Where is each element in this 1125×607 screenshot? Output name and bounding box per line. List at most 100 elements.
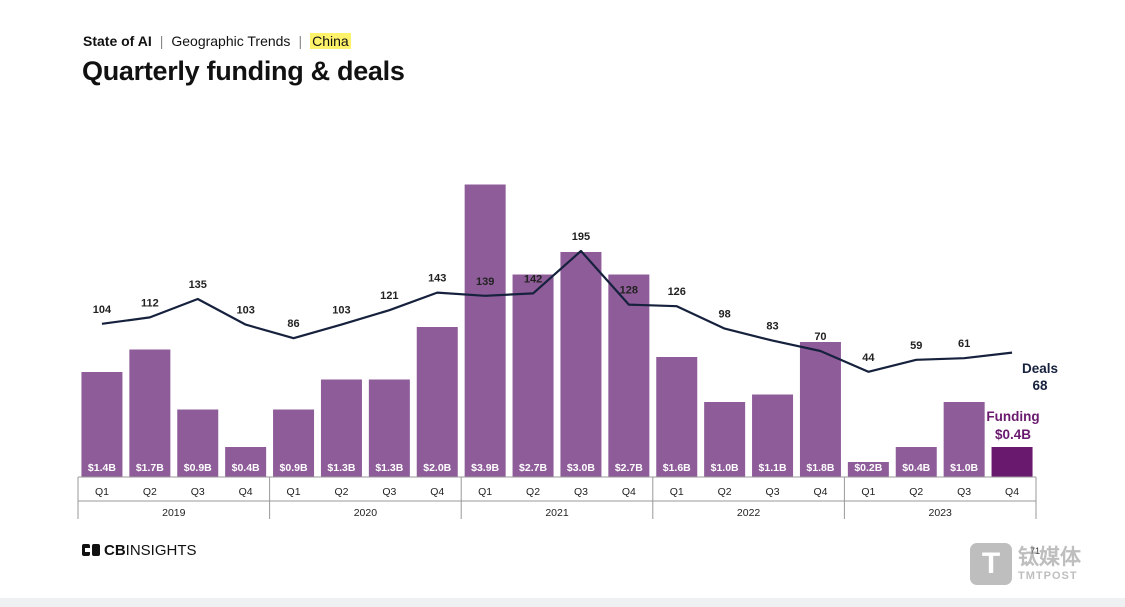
funding-bar xyxy=(81,372,123,477)
funding-bar-label: $1.3B xyxy=(375,462,403,474)
funding-callout-value: $0.4B xyxy=(995,427,1031,442)
quarter-tick-label: Q4 xyxy=(622,486,636,498)
quarter-tick-label: Q1 xyxy=(287,486,301,498)
funding-bar-label: $3.0B xyxy=(567,462,595,474)
page-number: 71 xyxy=(1030,546,1041,556)
deals-point-label: 103 xyxy=(332,305,350,317)
funding-bar xyxy=(416,327,458,477)
deals-point-label: 126 xyxy=(668,286,686,298)
funding-bar xyxy=(895,447,937,477)
deals-point-label: 86 xyxy=(287,318,299,330)
funding-bar xyxy=(943,402,985,477)
funding-bar xyxy=(512,274,554,477)
funding-bar-label: $0.2B xyxy=(854,462,882,474)
deals-point-label: 112 xyxy=(141,297,159,309)
funding-bar-label: $2.7B xyxy=(615,462,643,474)
funding-bar xyxy=(752,394,794,477)
tmtpost-watermark: T 钛媒体 TMTPOST xyxy=(970,543,1081,585)
deals-point-label: 128 xyxy=(620,285,638,297)
funding-bar xyxy=(608,274,650,477)
funding-bar-label: $0.9B xyxy=(184,462,212,474)
watermark-en: TMTPOST xyxy=(1018,569,1078,582)
quarter-tick-label: Q4 xyxy=(813,486,827,498)
deals-point-label: 104 xyxy=(93,304,112,316)
year-tick-label: 2023 xyxy=(929,507,953,519)
deals-point-label: 143 xyxy=(428,273,446,285)
quarter-tick-label: Q1 xyxy=(478,486,492,498)
logo-insights: INSIGHTS xyxy=(125,541,197,559)
quarter-tick-label: Q3 xyxy=(957,486,971,498)
funding-bar-label: $0.4B xyxy=(232,462,260,474)
funding-bar-label: $1.8B xyxy=(806,462,834,474)
deals-point-label: 103 xyxy=(236,305,254,317)
year-tick-label: 2022 xyxy=(737,507,761,519)
page-title: Quarterly funding & deals xyxy=(82,56,405,86)
deals-line xyxy=(101,249,1013,373)
funding-bar-label: $1.0B xyxy=(711,462,739,474)
funding-callout-name: Funding xyxy=(986,409,1039,424)
deals-point-label: 195 xyxy=(572,231,590,243)
funding-bar-label: $1.4B xyxy=(88,462,116,474)
quarter-tick-label: Q2 xyxy=(334,486,348,498)
quarter-tick-label: Q1 xyxy=(95,486,109,498)
funding-bar xyxy=(799,342,841,477)
quarter-tick-label: Q3 xyxy=(382,486,396,498)
quarter-tick-label: Q1 xyxy=(861,486,875,498)
quarter-tick-label: Q2 xyxy=(909,486,923,498)
funding-bar-label: $0.4B xyxy=(902,462,930,474)
funding-bar xyxy=(368,379,410,477)
funding-bar xyxy=(225,447,267,477)
breadcrumb: State of AI | Geographic Trends | China xyxy=(83,32,351,50)
breadcrumb-separator: | xyxy=(159,33,164,49)
cb-logo-icon xyxy=(82,544,100,556)
year-tick-label: 2021 xyxy=(545,507,569,519)
quarter-tick-label: Q4 xyxy=(1005,486,1019,498)
deals-point-label: 98 xyxy=(719,309,731,321)
funding-bar xyxy=(129,349,171,477)
deals-point-label: 44 xyxy=(862,352,875,364)
funding-bar xyxy=(273,409,315,477)
deals-callout-value: 68 xyxy=(1032,378,1048,393)
breadcrumb-separator: | xyxy=(298,33,303,49)
year-tick-label: 2019 xyxy=(162,507,186,519)
deals-point-label: 70 xyxy=(814,331,826,343)
quarter-tick-label: Q3 xyxy=(574,486,588,498)
deals-point-label: 139 xyxy=(476,276,494,288)
bottom-strip xyxy=(0,598,1125,607)
funding-bar xyxy=(464,184,506,477)
quarter-tick-label: Q2 xyxy=(718,486,732,498)
breadcrumb-section: State of AI xyxy=(83,33,152,49)
cb-insights-logo: CB INSIGHTS xyxy=(82,540,197,560)
funding-bar-label: $2.0B xyxy=(423,462,451,474)
funding-bar xyxy=(991,447,1033,477)
deals-callout-name: Deals xyxy=(1022,361,1058,376)
funding-bar-label: $1.1B xyxy=(759,462,787,474)
year-tick-label: 2020 xyxy=(354,507,378,519)
funding-bar xyxy=(704,402,746,477)
deals-point-label: 142 xyxy=(524,273,542,285)
watermark-cn: 钛媒体 xyxy=(1018,545,1081,569)
funding-bar xyxy=(320,379,362,477)
breadcrumb-topic: Geographic Trends xyxy=(171,33,291,49)
funding-bar-label: $1.0B xyxy=(950,462,978,474)
deals-point-label: 59 xyxy=(910,340,922,352)
breadcrumb-region: China xyxy=(310,33,351,49)
quarter-tick-label: Q2 xyxy=(526,486,540,498)
funding-bar-label: $1.6B xyxy=(663,462,691,474)
deals-point-label: 61 xyxy=(958,338,970,350)
logo-cb: CB xyxy=(104,541,126,559)
funding-bar-label: $0.9B xyxy=(280,462,308,474)
quarter-tick-label: Q2 xyxy=(143,486,157,498)
quarter-tick-label: Q3 xyxy=(766,486,780,498)
funding-bar-label: $1.7B xyxy=(136,462,164,474)
funding-bar xyxy=(847,462,889,477)
quarter-tick-label: Q4 xyxy=(239,486,253,498)
deals-point-label: 121 xyxy=(380,290,398,302)
funding-bar xyxy=(656,357,698,477)
quarter-tick-label: Q4 xyxy=(430,486,444,498)
deals-point-label: 83 xyxy=(766,321,778,333)
funding-bar xyxy=(177,409,219,477)
funding-bar xyxy=(560,252,602,477)
quarter-tick-label: Q3 xyxy=(191,486,205,498)
